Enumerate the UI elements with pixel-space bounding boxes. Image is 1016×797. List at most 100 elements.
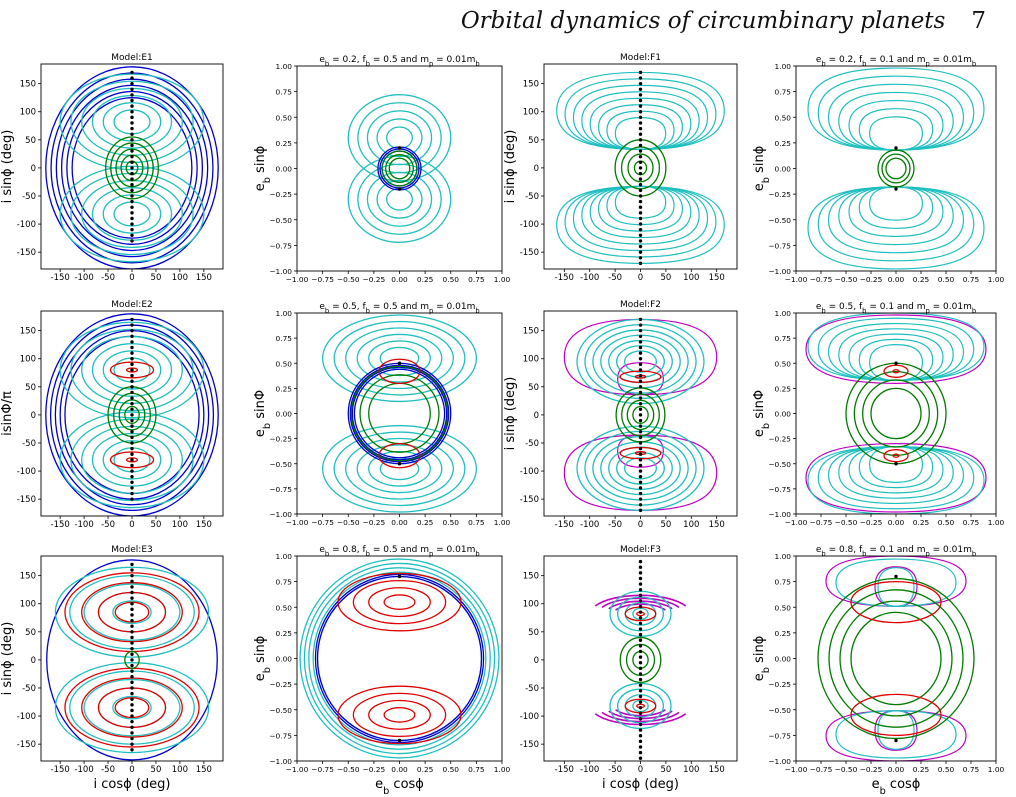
fixed-point-dot: [638, 728, 643, 732]
fixed-point-dot: [638, 132, 643, 136]
cyan-libration-lobe: [347, 94, 452, 182]
green-orbit: [115, 148, 149, 188]
cyan-libration-lobe: [91, 432, 173, 487]
green-orbit: [828, 589, 964, 728]
y-tick-label: -150: [520, 740, 539, 750]
fixed-point-dot: [638, 627, 643, 631]
fixed-point-dot: [130, 435, 134, 440]
fixed-point-dot: [894, 738, 898, 743]
fixed-point-dot: [130, 579, 134, 583]
cyan-fan-orbit: [838, 446, 954, 499]
y-tick-label: 1.00: [276, 552, 293, 561]
y-tick-label: 0.50: [276, 359, 293, 368]
y-tick-label: 0.00: [775, 655, 792, 664]
y-tick-label: 150: [523, 80, 539, 90]
fixed-point-dot: [130, 441, 134, 445]
x-tick-label: −1.00: [785, 518, 808, 527]
cyan-fan-orbit: [838, 91, 954, 151]
fixed-point-dot: [638, 486, 643, 490]
fixed-point-dot: [130, 596, 134, 600]
y-tick-label: 0.50: [276, 603, 293, 612]
y-tick-label: -100: [520, 712, 539, 722]
cyan-fan-orbit: [817, 186, 975, 262]
x-tick-label: −0.25: [363, 275, 386, 284]
y-tick-label: 150: [523, 572, 539, 582]
cyan-libration-lobe: [592, 436, 689, 501]
x-tick-label: 0: [129, 273, 134, 283]
fixed-point-dot: [638, 323, 643, 327]
fixed-point-dot: [130, 618, 134, 623]
x-tick-label: −0.75: [810, 275, 833, 284]
chart-title: eb = 0.5, fb = 0.5 and mp = 0.01mb: [319, 302, 479, 315]
y-tick-label: −0.50: [768, 460, 791, 469]
chart-title: eb = 0.8, fb = 0.1 and mp = 0.01mb: [816, 545, 976, 558]
x-tick-label: −0.25: [363, 518, 386, 527]
x-tick-label: 150: [709, 520, 725, 530]
fixed-point-dot: [130, 121, 134, 125]
fixed-point-dot: [638, 649, 643, 654]
fixed-point-dot: [638, 677, 643, 682]
magenta-fan-orbit: [825, 556, 967, 607]
fixed-point-dot: [130, 171, 134, 176]
cyan-fan-orbit: [827, 446, 965, 505]
fixed-point-dot: [130, 132, 134, 136]
x-tick-label: 0.25: [913, 518, 930, 527]
chart-fb08: −1.00 −0.75 −0.50 −0.25 0.00 0.25 0.50 0.75 1.00…: [752, 545, 1005, 797]
fixed-point-dot: [130, 385, 134, 389]
x-tick-label: 1.00: [988, 765, 1005, 774]
chart-eb05: −1.00 −0.75 −0.50 −0.25 0.00 0.25 0.50 0.75 1.00…: [253, 302, 511, 527]
green-orbit: [632, 405, 649, 424]
fixed-point-dot: [130, 568, 134, 572]
fixed-point-dot: [638, 76, 643, 80]
fixed-point-dot: [638, 177, 643, 181]
y-tick-label: 0: [534, 656, 539, 666]
cyan-fan-orbit: [858, 446, 934, 489]
fixed-point-dot: [638, 334, 643, 338]
y-axis-label: eb sinϕ: [752, 636, 772, 682]
fixed-point-dot: [130, 93, 134, 97]
x-tick-label: 1.00: [988, 518, 1005, 527]
x-tick-label: 0.75: [963, 765, 980, 774]
x-tick-label: −0.75: [311, 765, 334, 774]
fixed-point-dot: [638, 705, 643, 710]
cyan-orbit: [308, 567, 491, 750]
y-tick-label: −0.75: [768, 241, 791, 250]
page-number: 7: [971, 8, 986, 34]
cyan-libration-lobe: [333, 431, 466, 507]
cyan-fan-orbit: [807, 313, 985, 381]
red-libration-lobe: [368, 699, 431, 730]
fixed-point-dot: [130, 362, 134, 367]
fixed-point-dot: [638, 756, 643, 760]
fixed-point-dot: [130, 340, 134, 344]
fixed-point-dot: [638, 508, 643, 513]
cyan-libration-lobe: [112, 600, 152, 625]
red-libration-lobe: [850, 693, 942, 737]
fixed-point-dot: [638, 368, 643, 372]
fixed-point-dot: [130, 430, 134, 434]
cyan-fan-orbit: [877, 567, 915, 607]
blue-orbit: [45, 66, 219, 269]
fixed-point-dot: [130, 323, 134, 327]
fixed-point-dot: [894, 574, 898, 579]
fixed-point-dot: [130, 497, 134, 501]
y-tick-label: 0.00: [276, 165, 293, 174]
fixed-point-dot: [638, 317, 643, 322]
fixed-point-dot: [638, 576, 643, 581]
y-tick-label: −1.00: [768, 267, 791, 276]
x-tick-label: -100: [74, 520, 93, 530]
y-tick-label: -50: [525, 684, 539, 694]
fixed-point-dot: [638, 644, 643, 648]
fixed-point-dot: [638, 418, 643, 423]
x-tick-label: 50: [660, 273, 671, 283]
y-tick-label: -100: [17, 220, 36, 230]
x-tick-label: 1.00: [494, 275, 511, 284]
red-libration-lobe: [892, 369, 900, 374]
x-tick-label: 150: [196, 765, 212, 775]
green-orbit: [350, 365, 449, 462]
fixed-point-dot: [130, 714, 134, 718]
y-tick-label: 0.00: [276, 410, 293, 419]
cyan-fan-orbit: [581, 185, 700, 245]
fixed-point-dot: [130, 345, 134, 350]
cyan-libration-lobe: [83, 583, 181, 641]
cyan-fan-orbit: [877, 710, 915, 750]
